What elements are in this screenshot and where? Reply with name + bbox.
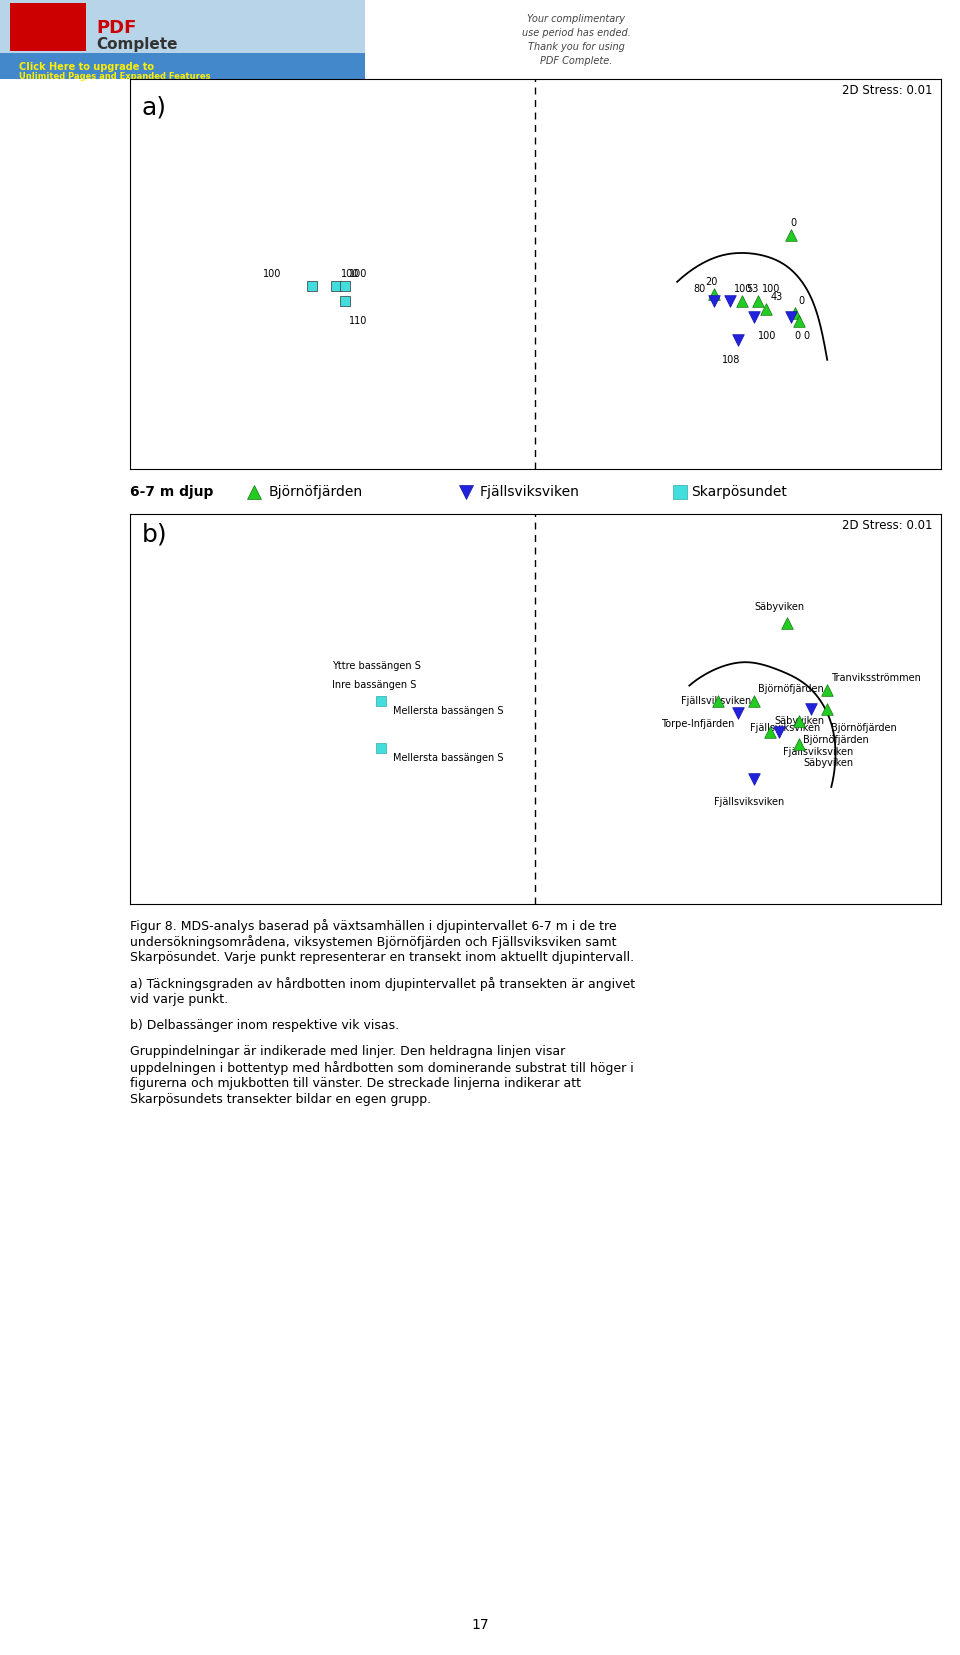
Point: [787, 301, 803, 328]
Point: [337, 273, 352, 300]
Text: 2D Stress: 0.01: 2D Stress: 0.01: [842, 84, 933, 98]
Point: [373, 735, 389, 761]
Bar: [365, 0, 960, 79]
Text: Yttre bassängen S: Yttre bassängen S: [332, 660, 421, 670]
Point: [804, 697, 819, 723]
Text: a): a): [142, 96, 167, 119]
Text: Your complimentary: Your complimentary: [527, 15, 625, 25]
Text: Inre bassängen S: Inre bassängen S: [332, 680, 417, 690]
Point: [710, 688, 726, 715]
Point: [722, 290, 737, 316]
Text: 108: 108: [722, 354, 740, 364]
Point: [672, 478, 687, 505]
Text: vid varje punkt.: vid varje punkt.: [130, 993, 228, 1005]
Point: [758, 296, 774, 323]
Text: Fjällsviksviken: Fjällsviksviken: [782, 746, 852, 756]
Point: [783, 223, 799, 250]
Text: 0: 0: [795, 331, 801, 341]
Text: Björnöfjärden: Björnöfjärden: [269, 485, 363, 500]
Text: 53: 53: [746, 285, 758, 295]
Text: figurerna och mjukbotten till vänster. De streckade linjerna indikerar att: figurerna och mjukbotten till vänster. D…: [130, 1076, 581, 1089]
Text: 6-7 m djup: 6-7 m djup: [130, 485, 213, 500]
Bar: [0, 0, 365, 79]
Text: Fjällsviksviken: Fjällsviksviken: [713, 798, 784, 808]
Point: [734, 290, 750, 316]
Text: Säbyviken: Säbyviken: [803, 758, 853, 768]
Point: [820, 697, 835, 723]
Text: Gruppindelningar är indikerade med linjer. Den heldragna linjen visar: Gruppindelningar är indikerade med linje…: [130, 1044, 564, 1058]
Point: [747, 766, 762, 793]
Text: b) Delbassänger inom respektive vik visas.: b) Delbassänger inom respektive vik visa…: [130, 1018, 398, 1031]
Point: [791, 732, 806, 758]
Text: Skarpösundets transekter bildar en egen grupp.: Skarpösundets transekter bildar en egen …: [130, 1092, 431, 1106]
Point: [706, 281, 721, 308]
Point: [458, 478, 473, 505]
Point: [731, 700, 746, 727]
Text: 100: 100: [734, 285, 753, 295]
Text: Mellersta bassängen S: Mellersta bassängen S: [394, 705, 504, 715]
Point: [771, 720, 786, 746]
Text: 80: 80: [693, 285, 706, 295]
Text: Mellersta bassängen S: Mellersta bassängen S: [394, 753, 504, 763]
Text: 0: 0: [803, 331, 809, 341]
Point: [751, 290, 766, 316]
Text: Fjällsviksviken: Fjällsviksviken: [480, 485, 580, 500]
Text: Click Here to upgrade to: Click Here to upgrade to: [19, 63, 155, 73]
Text: a) Täckningsgraden av hårdbotten inom djupintervallet på transekten är angivet: a) Täckningsgraden av hårdbotten inom dj…: [130, 976, 635, 990]
Point: [304, 273, 320, 300]
Point: [247, 478, 262, 505]
Text: undersökningsområdena, viksystemen Björnöfjärden och Fjällsviksviken samt: undersökningsområdena, viksystemen Björn…: [130, 933, 616, 948]
Point: [747, 688, 762, 715]
Text: 100: 100: [263, 268, 282, 278]
Text: 100: 100: [762, 285, 780, 295]
Text: PDF Complete.: PDF Complete.: [540, 56, 612, 66]
Point: [706, 290, 721, 316]
Text: use period has ended.: use period has ended.: [521, 28, 631, 38]
Point: [779, 611, 794, 637]
Point: [731, 328, 746, 354]
Point: [791, 708, 806, 735]
Text: 100: 100: [348, 268, 367, 278]
Text: Fjällsviksviken: Fjällsviksviken: [750, 723, 821, 733]
Text: Skarpösundet: Skarpösundet: [691, 485, 787, 500]
Bar: [0, 55, 365, 79]
Text: Figur 8. MDS-analys baserad på växtsamhällen i djupintervallet 6-7 m i de tre: Figur 8. MDS-analys baserad på växtsamhä…: [130, 919, 616, 932]
Point: [337, 290, 352, 316]
Text: PDF: PDF: [96, 18, 136, 36]
Point: [747, 305, 762, 331]
Text: 17: 17: [471, 1617, 489, 1632]
Text: Björnöfjärden: Björnöfjärden: [803, 735, 869, 745]
Point: [783, 305, 799, 331]
Point: [373, 688, 389, 715]
Text: 100: 100: [341, 268, 359, 278]
Text: Björnöfjärden: Björnöfjärden: [831, 723, 897, 733]
Text: 2D Stress: 0.01: 2D Stress: 0.01: [842, 518, 933, 531]
Text: b): b): [142, 523, 167, 546]
Bar: [10, 3, 86, 51]
Text: Skarpösundet. Varje punkt representerar en transekt inom aktuellt djupintervall.: Skarpösundet. Varje punkt representerar …: [130, 950, 634, 963]
Text: Unlimited Pages and Expanded Features: Unlimited Pages and Expanded Features: [19, 73, 210, 81]
Text: 43: 43: [771, 293, 782, 303]
Point: [763, 720, 779, 746]
Text: 20: 20: [706, 276, 718, 286]
Point: [791, 308, 806, 334]
Text: 0: 0: [791, 218, 797, 228]
Text: Björnöfjärden: Björnöfjärden: [758, 684, 824, 693]
Text: 0: 0: [799, 296, 805, 306]
Text: 110: 110: [348, 316, 367, 326]
Text: Complete: Complete: [96, 36, 178, 51]
Text: Thank you for using: Thank you for using: [528, 41, 624, 51]
Text: Säbyviken: Säbyviken: [755, 602, 804, 612]
Text: Säbyviken: Säbyviken: [775, 715, 825, 725]
Text: 100: 100: [758, 331, 777, 341]
Text: Fjällsviksviken: Fjällsviksviken: [682, 695, 752, 705]
Text: uppdelningen i bottentyp med hårdbotten som dominerande substrat till höger i: uppdelningen i bottentyp med hårdbotten …: [130, 1061, 634, 1074]
Text: Torpe-Infjärden: Torpe-Infjärden: [660, 718, 734, 730]
Text: Tranviksströmmen: Tranviksströmmen: [831, 672, 922, 682]
Point: [328, 273, 344, 300]
Point: [820, 677, 835, 703]
